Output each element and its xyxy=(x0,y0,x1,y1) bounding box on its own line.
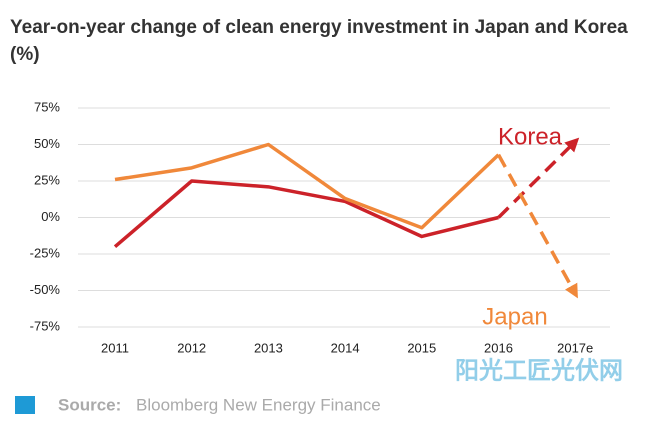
y-tick-label: 75% xyxy=(34,99,60,114)
series-label: Japan xyxy=(482,303,547,330)
chart-title: Year-on-year change of clean energy inve… xyxy=(10,17,628,65)
projection-line xyxy=(497,137,580,219)
projection-line xyxy=(496,153,578,299)
y-tick-label: 50% xyxy=(34,136,60,151)
source-label: Source: xyxy=(58,395,121,414)
y-tick-label: -75% xyxy=(30,318,61,333)
x-tick-label: 2017e xyxy=(557,340,593,355)
y-tick-label: -25% xyxy=(30,245,61,260)
x-tick-label: 2014 xyxy=(331,340,360,355)
series-label: Korea xyxy=(498,123,563,150)
y-tick-label: -50% xyxy=(30,282,61,297)
x-tick-label: 2012 xyxy=(177,340,206,355)
source-text: Bloomberg New Energy Finance xyxy=(136,395,381,414)
y-tick-label: 25% xyxy=(34,172,60,187)
x-tick-label: 2013 xyxy=(254,340,283,355)
source-icon xyxy=(15,396,35,414)
x-tick-label: 2011 xyxy=(101,340,129,355)
series-line xyxy=(113,179,499,249)
x-tick-label: 2016 xyxy=(484,340,513,355)
series-line xyxy=(114,142,500,230)
x-tick-label: 2015 xyxy=(407,340,436,355)
watermark: 阳光工匠光伏网 xyxy=(455,357,623,384)
y-tick-label: 0% xyxy=(41,209,60,224)
